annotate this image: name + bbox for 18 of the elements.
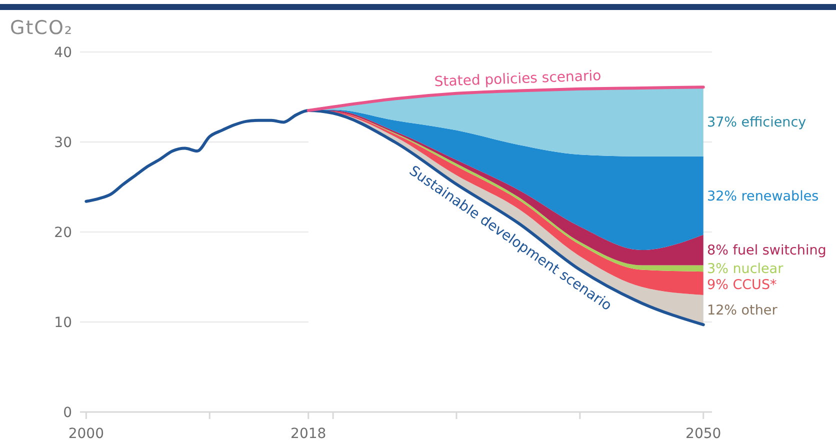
series-label: 12% other <box>707 302 778 319</box>
y-tick-label: 30 <box>54 134 72 151</box>
line-series <box>84 109 705 326</box>
y-tick-label: 40 <box>54 44 72 61</box>
series-label: 9% CCUS* <box>707 277 778 294</box>
y-tick-label: 10 <box>54 314 72 331</box>
series-label: 32% renewables <box>707 188 819 204</box>
x-tick-label: 2018 <box>290 426 326 442</box>
y-tick-label: 20 <box>54 224 72 241</box>
y-tick-label: 0 <box>63 404 72 421</box>
series-label: 3% nuclear <box>707 261 784 278</box>
series-label: Stated policies scenario <box>434 68 602 90</box>
line-series <box>306 86 705 112</box>
x-tick-label: 2000 <box>68 426 104 442</box>
series-label: 37% efficiency <box>707 114 806 130</box>
y-axis-title: GtCO₂ <box>10 17 74 39</box>
x-tick-label: 2050 <box>686 426 722 442</box>
series-label: 8% fuel switching <box>707 242 826 259</box>
